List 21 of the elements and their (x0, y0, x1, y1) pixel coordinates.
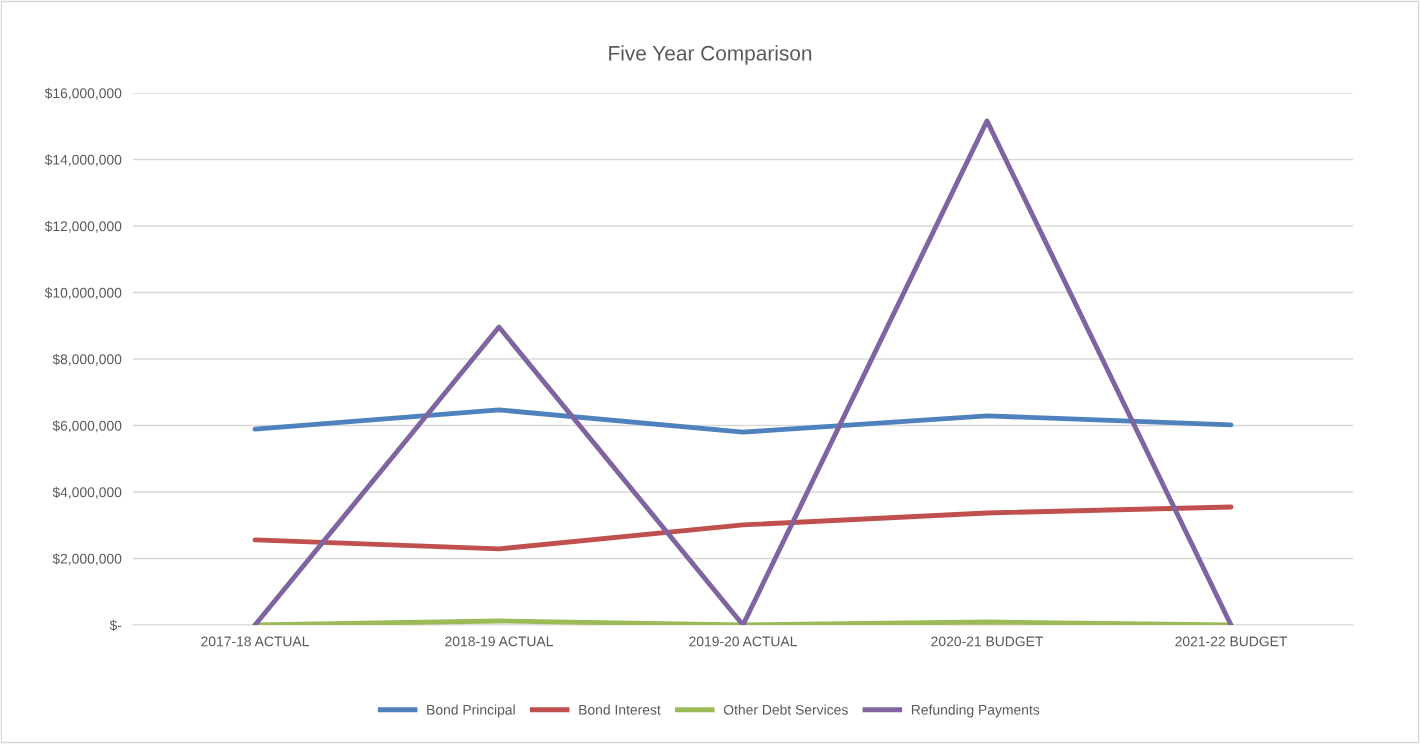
y-tick-label: $4,000,000 (52, 486, 122, 499)
y-tick-label: $10,000,000 (44, 287, 122, 300)
y-tick-label: $8,000,000 (52, 353, 122, 366)
y-tick-label: $12,000,000 (44, 220, 122, 233)
y-tick-label: $14,000,000 (44, 154, 122, 167)
y-tick-label: $- (109, 619, 122, 631)
x-tick-label: 2017-18 ACTUAL (201, 636, 309, 647)
legend-label: Bond Interest (579, 704, 661, 715)
legend-label: Refunding Payments (911, 704, 1040, 718)
y-tick-label: $2,000,000 (52, 553, 122, 566)
legend-label: Other Debt Services (723, 704, 848, 715)
line-series (252, 407, 1234, 435)
chart-title: Five Year Comparison (609, 45, 812, 65)
line-series (252, 504, 1234, 552)
x-tick-label: 2019-20 ACTUAL (689, 636, 797, 647)
x-tick-label: 2020-21 BUDGET (931, 636, 1044, 647)
y-tick-label: $6,000,000 (52, 420, 122, 433)
x-tick-label: 2021-22 BUDGET (1175, 636, 1288, 647)
legend-label: Bond Principal (427, 704, 515, 718)
y-tick-label: $16,000,000 (44, 87, 122, 100)
x-tick-label: 2018-19 ACTUAL (445, 636, 553, 647)
